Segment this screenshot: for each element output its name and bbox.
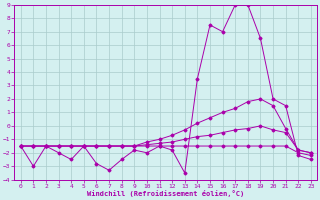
X-axis label: Windchill (Refroidissement éolien,°C): Windchill (Refroidissement éolien,°C) [87,190,244,197]
